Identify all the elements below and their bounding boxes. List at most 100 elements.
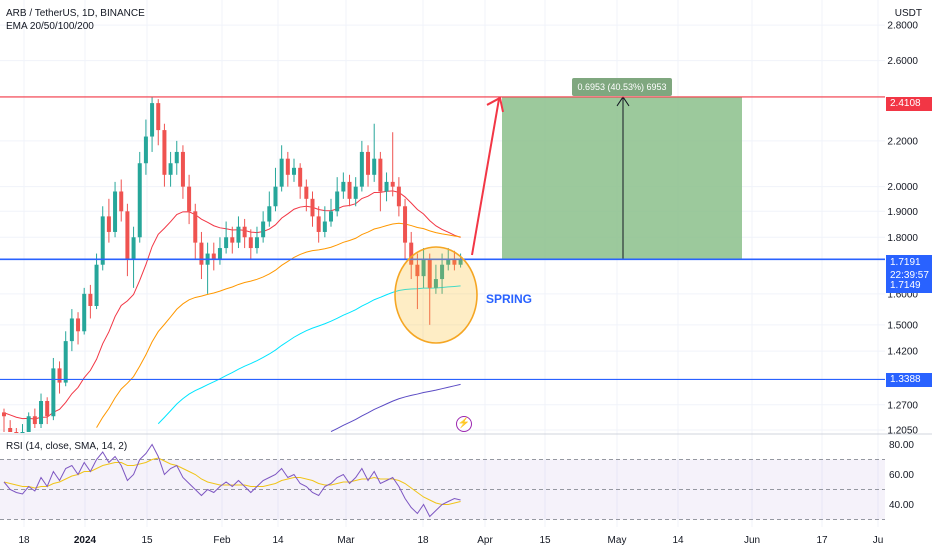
candle (230, 226, 235, 254)
candle-body (45, 401, 50, 417)
candle (211, 242, 216, 271)
candle (273, 167, 278, 212)
candle (415, 253, 420, 310)
candle-body (378, 158, 383, 192)
candle-body (310, 198, 315, 217)
candle (261, 211, 266, 243)
candle-body (69, 318, 74, 342)
candle-body (316, 216, 321, 232)
current-price-value: 1.7191 (890, 257, 921, 268)
candle-body (39, 401, 44, 425)
time-tick: 17 (816, 535, 828, 546)
currency-label: USDT (894, 8, 922, 19)
time-tick: May (608, 535, 627, 546)
candle (291, 158, 296, 182)
candle-body (162, 130, 167, 175)
candle (372, 123, 377, 182)
price-tick: 1.4200 (887, 347, 918, 358)
candle-body (76, 318, 81, 332)
candle (421, 248, 426, 288)
candle-body (267, 206, 272, 222)
candle (150, 97, 155, 152)
candle (69, 309, 74, 352)
candle (310, 191, 315, 227)
candle-body (335, 191, 340, 212)
candle-body (187, 186, 192, 212)
candle-body (100, 216, 105, 265)
candle-body (409, 242, 414, 265)
candle (359, 140, 364, 192)
projection-arrowhead (486, 96, 504, 113)
candle-body (341, 181, 346, 192)
candle (217, 237, 222, 265)
ema200-line (330, 383, 461, 433)
symbol-title[interactable]: ARB / TetherUS, 1D, BINANCE (6, 8, 145, 19)
candle (156, 99, 161, 146)
ema100-line (157, 285, 461, 425)
rsi-ma-line (3, 457, 461, 505)
price-tick: 2.6000 (887, 56, 918, 67)
time-tick: 14 (272, 535, 284, 546)
candle (39, 393, 44, 429)
candle-body (230, 237, 235, 243)
candle (224, 221, 229, 254)
candle-body (261, 221, 266, 238)
candle-body (8, 428, 13, 432)
candle (187, 174, 192, 225)
candle (366, 145, 371, 187)
candle (45, 397, 50, 425)
candle (8, 420, 13, 432)
candle-body (180, 151, 185, 187)
candle (248, 229, 253, 260)
annotation-layer (394, 96, 504, 344)
candle-body (440, 264, 445, 280)
candle-body (403, 206, 408, 243)
candle-body (353, 186, 358, 199)
candle-body (32, 416, 37, 425)
candle (2, 408, 6, 432)
candle (20, 424, 25, 433)
flash-icon[interactable]: ⚡ (456, 416, 472, 432)
candle (94, 253, 99, 310)
candle-body (131, 237, 136, 260)
candle (322, 206, 327, 238)
candle-body (329, 211, 334, 222)
candle-body (427, 259, 432, 288)
candle-body (279, 158, 284, 187)
candle-body (273, 186, 278, 207)
candle (51, 357, 56, 421)
indicator-label[interactable]: EMA 20/50/100/200 (6, 21, 94, 32)
candle-body (298, 167, 303, 187)
rsi-header[interactable]: RSI (14, close, SMA, 14, 2) (6, 441, 128, 452)
candle-body (452, 259, 457, 265)
candle (254, 226, 259, 254)
candle-body (390, 181, 395, 187)
time-tick: Apr (477, 535, 493, 546)
candle-body (415, 264, 420, 277)
candle (57, 361, 62, 394)
candle (100, 206, 105, 271)
candle (267, 191, 272, 227)
candle (285, 151, 290, 187)
price-tick: 1.9000 (887, 207, 918, 218)
rsi-tick: 80.00 (889, 440, 914, 451)
candle-body (236, 226, 241, 243)
candle-body (285, 158, 290, 175)
axes-layer: 2.8000 2.6000 2.2000 2.0000 1.9000 1.8000 1.60… (18, 21, 918, 546)
measure-label: 0.6953 (40.53%) 6953 (572, 78, 672, 96)
candle (32, 408, 37, 429)
candle-body (168, 163, 173, 175)
candle (14, 428, 19, 433)
candle (88, 284, 93, 319)
candle (403, 198, 408, 260)
candle-body (242, 226, 247, 238)
candle-body (150, 103, 155, 137)
price-tick: 2.8000 (887, 21, 918, 32)
rsi-layer (0, 443, 885, 520)
candle (304, 179, 309, 212)
price-tick: 1.8000 (887, 233, 918, 244)
candle-body (366, 151, 371, 175)
countdown-value: 22:39:57 (890, 270, 929, 281)
